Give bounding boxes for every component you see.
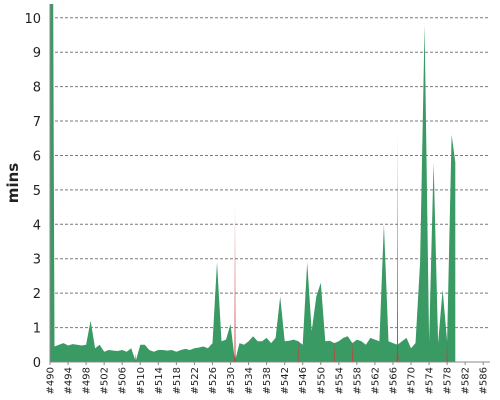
- x-tick-label: #546: [298, 367, 309, 394]
- x-tick-label: #550: [316, 367, 327, 394]
- x-tick-labels: #490 #494 #498 #502 #506 #510 #514 #518 #522 #526…: [46, 367, 490, 394]
- y-tick-label: 3: [33, 253, 41, 268]
- y-axis-label: mins: [4, 163, 22, 203]
- x-tick-label: #562: [370, 367, 381, 394]
- x-tick-label: #534: [244, 367, 255, 394]
- x-tick-label: #582: [461, 367, 472, 394]
- x-tick-label: #558: [352, 367, 363, 394]
- x-tick-label: #514: [154, 367, 165, 394]
- x-tick-label: #554: [334, 367, 345, 394]
- y-tick-label: 8: [33, 81, 41, 96]
- highlight-spike-4: [351, 340, 354, 362]
- y-tick-label: 2: [33, 287, 41, 302]
- x-tick-label: #586: [479, 367, 490, 394]
- highlight-series: [134, 134, 449, 362]
- x-tick-label: #542: [280, 367, 291, 394]
- area-series-0: [50, 4, 456, 362]
- gridlines: [50, 17, 490, 329]
- highlight-spike-2: [297, 339, 300, 362]
- y-tick-label: 7: [33, 115, 41, 130]
- x-tick-label: #494: [64, 367, 75, 394]
- y-tick-label: 5: [33, 184, 41, 199]
- x-tick-label: #506: [118, 367, 129, 394]
- highlight-spike-1: [234, 207, 236, 362]
- x-tick-label: #566: [389, 367, 400, 394]
- x-tick-label: #578: [443, 367, 454, 394]
- y-tick-label: 0: [33, 356, 41, 371]
- x-tick-label: #518: [172, 367, 183, 394]
- y-tick-label: 10: [24, 12, 41, 27]
- x-tick-label: #498: [82, 367, 93, 394]
- x-tick-label: #574: [425, 367, 436, 394]
- highlight-spike-6: [446, 339, 449, 362]
- axes: [49, 4, 490, 365]
- y-tick-labels: 0 1 2 3 4 5 6 7 8 9 10: [24, 12, 41, 371]
- x-tick-label: #522: [190, 367, 201, 394]
- x-tick-label: #526: [208, 367, 219, 394]
- y-tick-label: 6: [33, 149, 41, 164]
- y-tick-label: 4: [33, 218, 41, 233]
- x-tick-label: #538: [262, 367, 273, 394]
- area-series: [50, 4, 456, 362]
- x-tick-label: #510: [136, 367, 147, 394]
- highlight-spike-3: [333, 340, 336, 362]
- x-tick-label: #570: [407, 367, 418, 394]
- highlight-spike-5: [396, 134, 399, 362]
- x-tick-label: #502: [100, 367, 111, 394]
- x-tick-label: #490: [46, 367, 57, 394]
- y-tick-label: 9: [33, 46, 41, 61]
- highlight-spike-0: [134, 353, 137, 362]
- x-tick-label: #530: [226, 367, 237, 394]
- y-tick-label: 1: [33, 322, 41, 337]
